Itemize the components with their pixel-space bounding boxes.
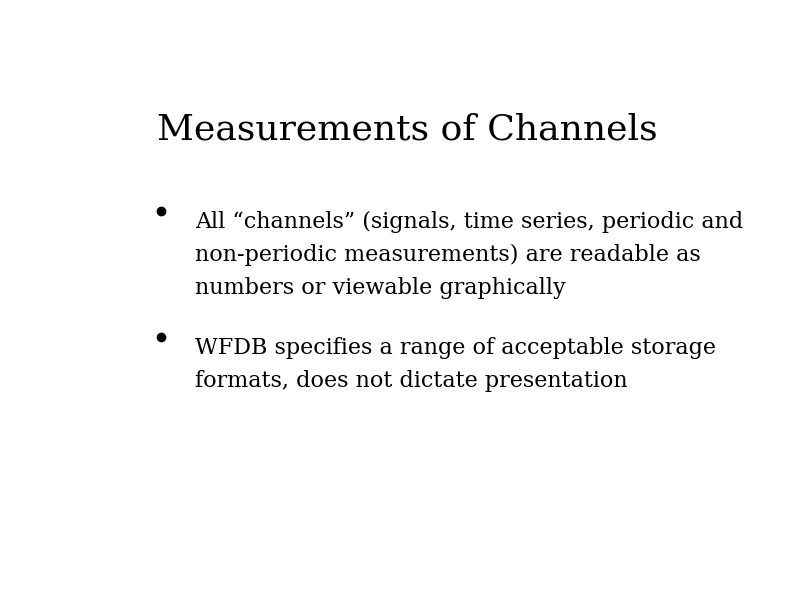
Text: formats, does not dictate presentation: formats, does not dictate presentation bbox=[195, 370, 627, 392]
Text: non-periodic measurements) are readable as: non-periodic measurements) are readable … bbox=[195, 244, 700, 266]
Text: numbers or viewable graphically: numbers or viewable graphically bbox=[195, 277, 565, 299]
Text: Measurements of Channels: Measurements of Channels bbox=[156, 112, 657, 146]
Text: WFDB specifies a range of acceptable storage: WFDB specifies a range of acceptable sto… bbox=[195, 337, 715, 359]
Text: All “channels” (signals, time series, periodic and: All “channels” (signals, time series, pe… bbox=[195, 211, 743, 233]
